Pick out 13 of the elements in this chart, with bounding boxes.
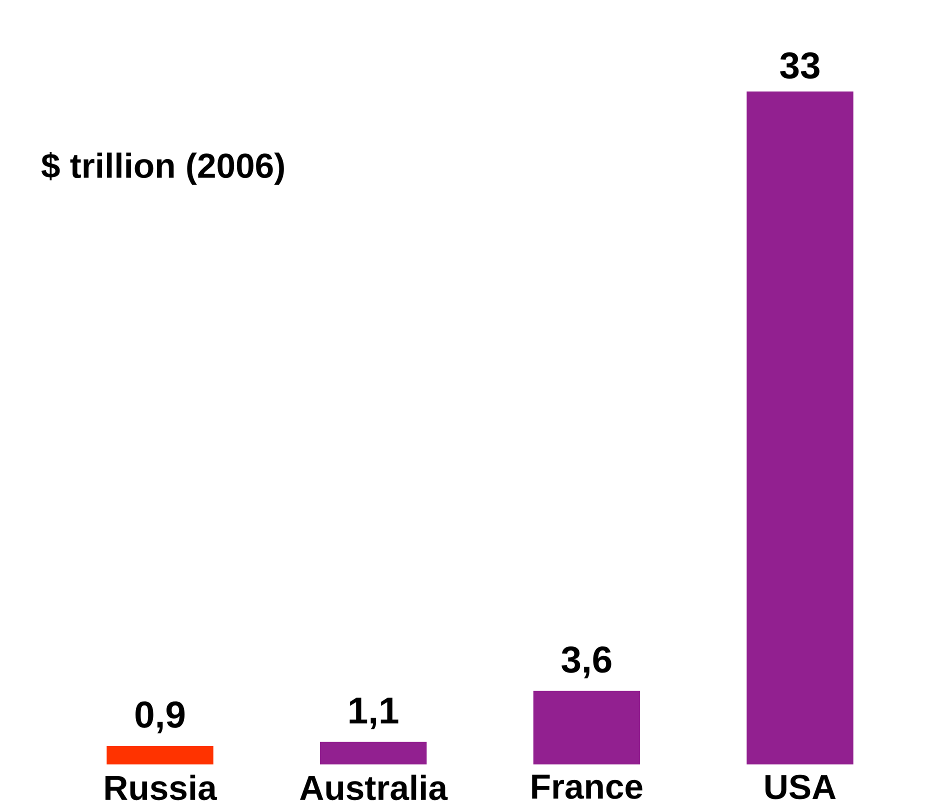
bar bbox=[533, 690, 640, 764]
data-label: 3,6 bbox=[562, 646, 612, 678]
x-tick-label: Russia bbox=[105, 774, 218, 800]
data-label: 33 bbox=[780, 52, 820, 79]
bar bbox=[746, 91, 854, 764]
bar bbox=[320, 742, 427, 764]
data-label: 1,1 bbox=[350, 698, 398, 730]
data-label: 0,9 bbox=[136, 701, 185, 734]
bar bbox=[106, 746, 214, 764]
x-tick-label: USA bbox=[766, 774, 836, 800]
x-tick-label: France bbox=[532, 774, 642, 799]
x-tick-label: Australia bbox=[300, 774, 448, 800]
y-axis-title: $ trillion (2006) bbox=[41, 152, 284, 185]
